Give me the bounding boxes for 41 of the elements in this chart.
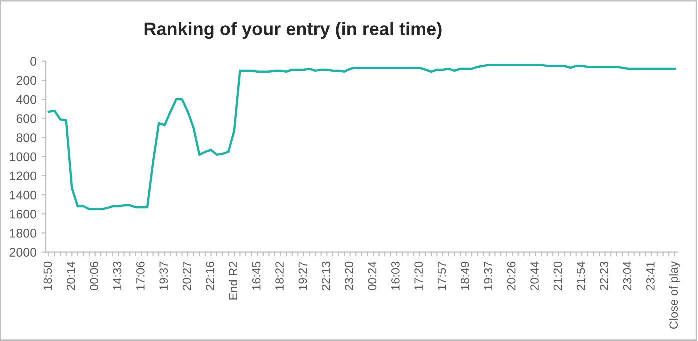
y-tick-label: 1600: [10, 210, 37, 219]
y-tick-label: 400: [16, 95, 37, 104]
x-tick-label: 17:20: [414, 262, 424, 290]
x-tick-label: 00:06: [90, 262, 98, 290]
y-tick-label: 1400: [10, 190, 37, 200]
x-tick-label: 17:57: [438, 262, 446, 290]
line-series: [48, 64, 676, 210]
x-tick-label: 23:41: [646, 262, 655, 290]
x-tick-label: 16:45: [252, 262, 261, 290]
chart-title: Ranking of your entry (in real time): [144, 22, 442, 40]
x-tick-label: 23:20: [345, 262, 354, 290]
y-tick-label: 1000: [10, 152, 37, 162]
y-tick-label: 0: [30, 57, 37, 66]
x-tick-label: 18:22: [276, 262, 284, 290]
x-tick-label: 21:54: [576, 262, 586, 290]
y-tick-label: 1200: [10, 172, 37, 181]
x-tick-label: 18:49: [461, 262, 470, 290]
x-tick-label: 00:24: [368, 262, 377, 290]
x-tick-label: 19:37: [484, 262, 493, 290]
x-tick-label: 20:44: [530, 262, 539, 290]
x-tick-label: 16:03: [391, 262, 400, 290]
y-tick-label: 600: [16, 114, 37, 124]
x-tick-label: End R2: [228, 262, 238, 300]
y-tick-label: 800: [16, 134, 37, 142]
y-tick-label: 2000: [10, 248, 37, 257]
x-tick-label: 19:37: [160, 262, 168, 290]
x-tick-label: 21:20: [554, 262, 562, 290]
x-tick-label: 20:14: [66, 262, 76, 290]
x-tick-label: 22:13: [322, 262, 330, 290]
x-tick-label: 20:26: [507, 262, 516, 290]
x-tick-label: 23:04: [623, 262, 632, 290]
x-tick-label: Close of play: [669, 261, 680, 330]
x-tick-label: 20:27: [182, 262, 192, 290]
x-tick-label: 22:23: [600, 262, 608, 290]
y-tick-label: 1800: [10, 229, 37, 238]
x-tick-label: 18:50: [44, 262, 52, 290]
y-tick-label: 200: [16, 76, 37, 86]
x-tick-label: 22:16: [206, 262, 214, 290]
x-tick-label: 14:33: [113, 262, 122, 290]
x-tick-label: 19:27: [298, 262, 308, 290]
x-tick-label: 17:06: [136, 262, 145, 290]
